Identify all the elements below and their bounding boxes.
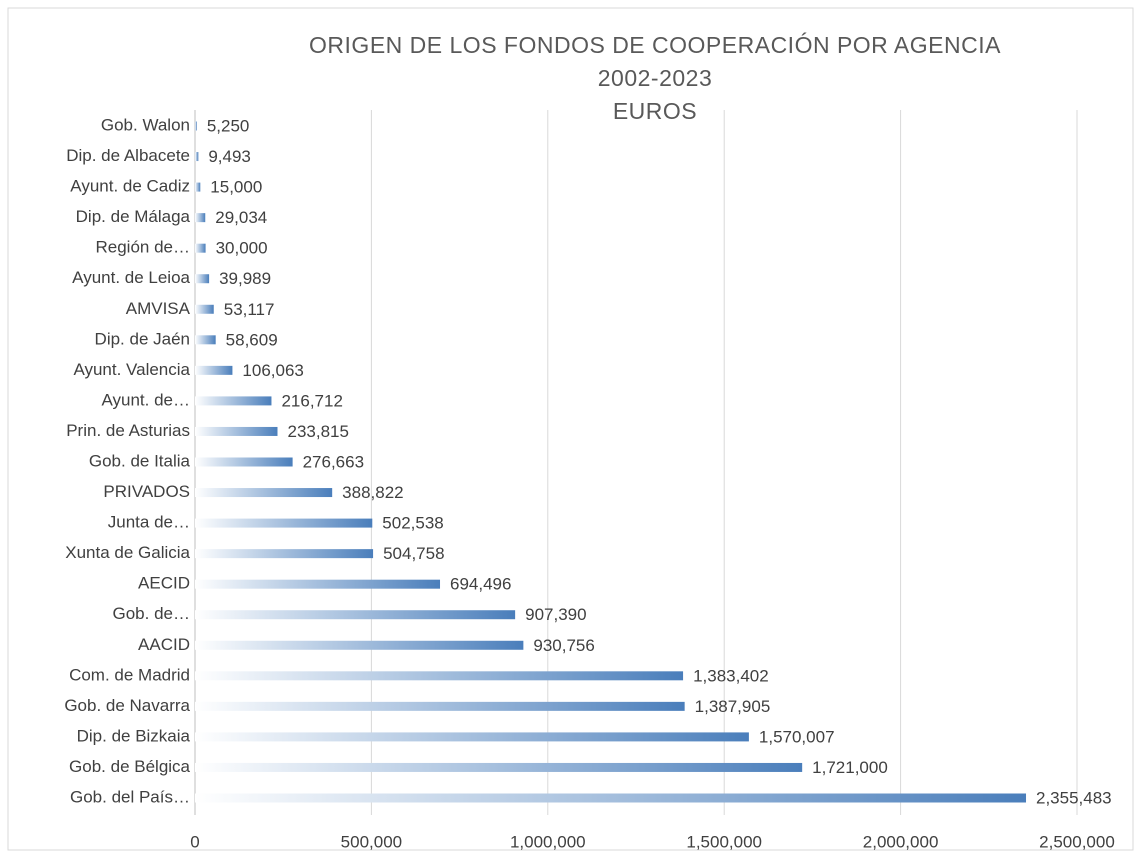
data-label: 15,000 xyxy=(210,178,262,197)
data-label: 502,538 xyxy=(382,514,443,533)
y-tick-label: Ayunt. de… xyxy=(101,390,190,409)
bar xyxy=(195,152,199,162)
bar xyxy=(195,335,216,345)
y-tick-label: PRIVADOS xyxy=(103,482,190,501)
bar xyxy=(195,426,278,436)
chart-title: 2002-2023 xyxy=(598,65,713,91)
chart-title: EUROS xyxy=(613,98,697,124)
x-tick-label: 2,500,000 xyxy=(1039,832,1115,851)
data-label: 39,989 xyxy=(219,269,271,288)
data-label: 930,756 xyxy=(533,636,594,655)
y-tick-label: AECID xyxy=(138,574,190,593)
y-tick-label: AACID xyxy=(138,635,190,654)
bar xyxy=(195,457,293,467)
y-tick-label: Ayunt. Valencia xyxy=(73,360,190,379)
y-tick-label: Ayunt. de Leioa xyxy=(72,268,190,287)
bar xyxy=(195,549,374,559)
data-label: 1,383,402 xyxy=(693,666,769,685)
bar xyxy=(195,701,685,711)
x-tick-label: 500,000 xyxy=(341,832,402,851)
data-label: 694,496 xyxy=(450,575,511,594)
bar xyxy=(195,671,684,681)
x-tick-label: 0 xyxy=(190,832,199,851)
x-tick-label: 1,000,000 xyxy=(510,832,586,851)
bar xyxy=(195,396,272,406)
y-tick-label: Junta de… xyxy=(108,513,190,532)
bar xyxy=(195,365,233,375)
y-tick-label: Prin. de Asturias xyxy=(66,421,190,440)
y-tick-label: AMVISA xyxy=(126,299,191,318)
data-label: 233,815 xyxy=(287,422,348,441)
bar xyxy=(195,213,206,223)
y-tick-label: Gob. de Navarra xyxy=(64,696,190,715)
y-tick-label: Dip. de Albacete xyxy=(66,146,190,165)
data-label: 1,570,007 xyxy=(759,727,835,746)
data-label: 388,822 xyxy=(342,483,403,502)
bar xyxy=(195,732,749,742)
y-tick-label: Dip. de Bizkaia xyxy=(77,726,191,745)
y-tick-label: Xunta de Galicia xyxy=(65,543,190,562)
bar xyxy=(195,610,516,620)
bar xyxy=(195,121,197,131)
data-label: 2,355,483 xyxy=(1036,788,1112,807)
data-label: 216,712 xyxy=(281,391,342,410)
y-tick-label: Gob. del País… xyxy=(70,787,190,806)
bar xyxy=(195,762,803,772)
data-label: 53,117 xyxy=(224,300,275,319)
bar xyxy=(195,488,333,498)
data-label: 29,034 xyxy=(215,208,267,227)
bar xyxy=(195,579,441,589)
data-label: 907,390 xyxy=(525,605,586,624)
data-label: 106,063 xyxy=(242,361,303,380)
bar xyxy=(195,274,210,284)
y-tick-label: Gob. de… xyxy=(113,604,191,623)
data-label: 1,387,905 xyxy=(695,697,771,716)
y-tick-label: Ayunt. de Cadiz xyxy=(70,177,190,196)
bar xyxy=(195,243,206,253)
x-tick-label: 2,000,000 xyxy=(863,832,939,851)
y-tick-label: Región de… xyxy=(95,238,190,257)
data-label: 30,000 xyxy=(216,239,268,258)
y-tick-label: Dip. de Málaga xyxy=(76,207,191,226)
data-label: 504,758 xyxy=(383,544,444,563)
data-label: 58,609 xyxy=(226,330,278,349)
data-label: 1,721,000 xyxy=(812,758,888,777)
bar xyxy=(195,304,214,314)
y-tick-label: Gob. Walon xyxy=(101,115,190,134)
y-tick-label: Com. de Madrid xyxy=(69,665,190,684)
bar xyxy=(195,518,373,528)
bar xyxy=(195,640,524,650)
data-label: 5,250 xyxy=(207,116,250,135)
y-tick-label: Dip. de Jaén xyxy=(95,329,190,348)
data-label: 276,663 xyxy=(303,452,364,471)
y-tick-label: Gob. de Italia xyxy=(89,451,191,470)
x-tick-label: 1,500,000 xyxy=(686,832,762,851)
bar xyxy=(195,793,1027,803)
y-tick-label: Gob. de Bélgica xyxy=(69,757,191,776)
chart-title: ORIGEN DE LOS FONDOS DE COOPERACIÓN POR … xyxy=(309,32,1001,58)
bar xyxy=(195,182,201,192)
data-label: 9,493 xyxy=(208,147,251,166)
